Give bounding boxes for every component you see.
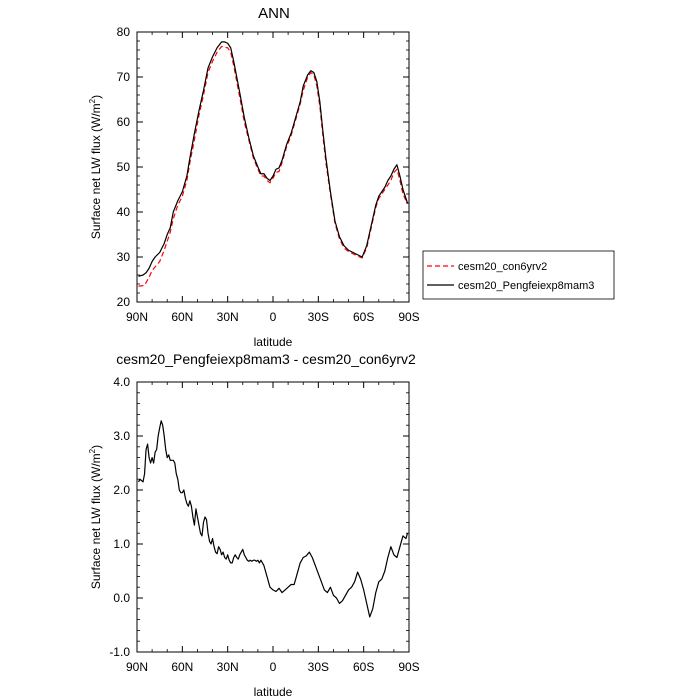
top-y-axis-label-main: Surface net LW flux (W/m — [89, 103, 103, 239]
bottom-chart-ticks: 90N 60N 30N 0 30S 60S 90S -1.0 0.0 1.0 2.0 3.0 4.0 — [109, 375, 419, 674]
top-y-axis-label: Surface net LW flux (W/m2) — [88, 95, 103, 239]
top-y-tick-label: 80 — [117, 25, 131, 39]
top-plot-frame — [136, 31, 410, 303]
top-y-tick-label: 20 — [117, 295, 131, 309]
bottom-x-tick-label: 90N — [126, 660, 148, 674]
top-y-tick-label: 70 — [117, 70, 131, 84]
bottom-y-tick-label: 4.0 — [113, 375, 130, 389]
top-x-axis-label: latitude — [254, 335, 293, 349]
top-x-tick-label: 30N — [217, 310, 239, 324]
bottom-y-tick-label: 3.0 — [113, 429, 130, 443]
bottom-x-tick-label: 60S — [353, 660, 374, 674]
top-y-axis-label-superscript: 2 — [88, 98, 97, 103]
top-x-tick-label: 60N — [171, 310, 193, 324]
bottom-line-chart: cesm20_Pengfeiexp8mam3 - cesm20_con6yrv2… — [88, 351, 420, 699]
top-x-tick-label: 0 — [270, 310, 277, 324]
bottom-y-axis-label-tail: ) — [89, 445, 103, 449]
top-x-tick-label: 60S — [353, 310, 374, 324]
top-y-axis-label-tail: ) — [89, 95, 103, 99]
top-chart-series-group — [138, 41, 409, 287]
bottom-x-tick-label: 30S — [308, 660, 329, 674]
top-y-tick-label: 30 — [117, 250, 131, 264]
bottom-x-tick-label: 0 — [270, 660, 277, 674]
top-x-tick-label: 90S — [398, 310, 419, 324]
top-x-tick-label: 90N — [126, 310, 148, 324]
bottom-x-axis-label: latitude — [254, 685, 293, 699]
bottom-y-axis-label-superscript: 2 — [88, 448, 97, 453]
bottom-y-tick-label: 2.0 — [113, 483, 130, 497]
bottom-y-axis-label-main: Surface net LW flux (W/m — [89, 453, 103, 589]
bottom-chart-title: cesm20_Pengfeiexp8mam3 - cesm20_con6yrv2 — [116, 351, 416, 367]
bottom-y-axis-label: Surface net LW flux (W/m2) — [88, 445, 103, 589]
legend-label-experiment: cesm20_Pengfeiexp8mam3 — [458, 280, 594, 292]
top-chart-legend: cesm20_con6yrv2 cesm20_Pengfeiexp8mam3 — [422, 250, 615, 300]
top-chart-title: ANN — [258, 5, 290, 22]
bottom-series-line-0 — [137, 420, 409, 618]
bottom-y-tick-label: 1.0 — [113, 537, 130, 551]
top-y-tick-label: 50 — [117, 160, 131, 174]
bottom-x-tick-label: 30N — [217, 660, 239, 674]
bottom-y-tick-label: 0.0 — [113, 591, 130, 605]
legend-label-control: cesm20_con6yrv2 — [458, 261, 547, 273]
bottom-plot-frame — [136, 381, 410, 653]
bottom-x-tick-label: 60N — [171, 660, 193, 674]
top-y-tick-label: 40 — [117, 205, 131, 219]
top-y-tick-label: 60 — [117, 115, 131, 129]
bottom-y-tick-label: -1.0 — [109, 645, 130, 659]
bottom-chart-series-group — [137, 420, 409, 618]
bottom-x-tick-label: 90S — [398, 660, 419, 674]
top-line-chart: ANN 90N 60N 30N 0 30S 60S 90S 20 30 40 50 60 70 80 la… — [88, 5, 615, 349]
legend-box — [422, 250, 615, 300]
top-series-line-1 — [138, 41, 409, 277]
top-x-tick-label: 30S — [308, 310, 329, 324]
